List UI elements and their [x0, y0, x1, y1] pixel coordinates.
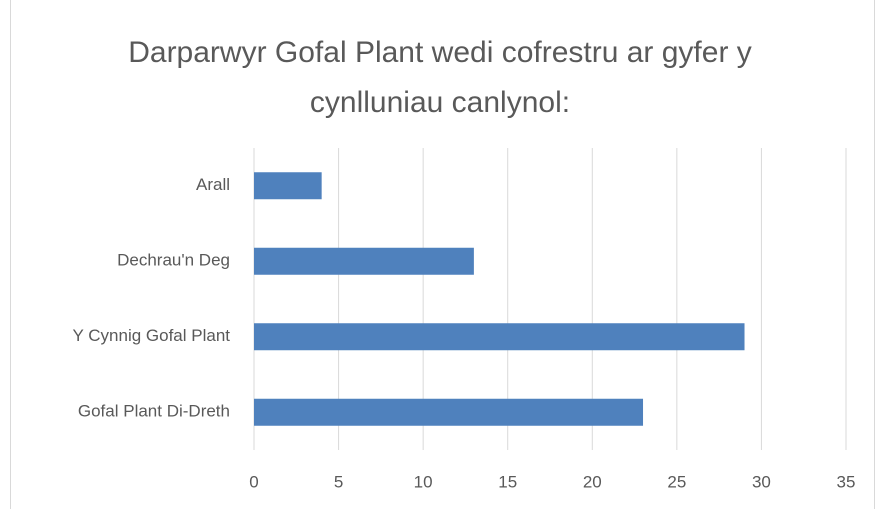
y-tick-label: Arall: [196, 175, 230, 194]
bar: [254, 172, 322, 200]
y-tick-label: Gofal Plant Di-Dreth: [78, 402, 230, 421]
x-tick-label: 20: [583, 472, 602, 491]
x-tick-label: 0: [249, 472, 258, 491]
y-tick-label: Y Cynnig Gofal Plant: [73, 326, 231, 345]
chart-title: Darparwyr Gofal Plant wedi cofrestru ar …: [128, 36, 752, 119]
x-tick-label: 10: [414, 472, 433, 491]
x-tick-label: 5: [334, 472, 343, 491]
x-tick-label: 25: [667, 472, 686, 491]
x-tick-label: 15: [498, 472, 517, 491]
bar: [254, 398, 644, 426]
x-tick-label: 30: [752, 472, 771, 491]
y-tick-label: Dechrau'n Deg: [117, 251, 230, 270]
bar: [254, 323, 745, 351]
bar: [254, 247, 474, 275]
chart-border: [10, 0, 875, 509]
x-tick-label: 35: [837, 472, 856, 491]
